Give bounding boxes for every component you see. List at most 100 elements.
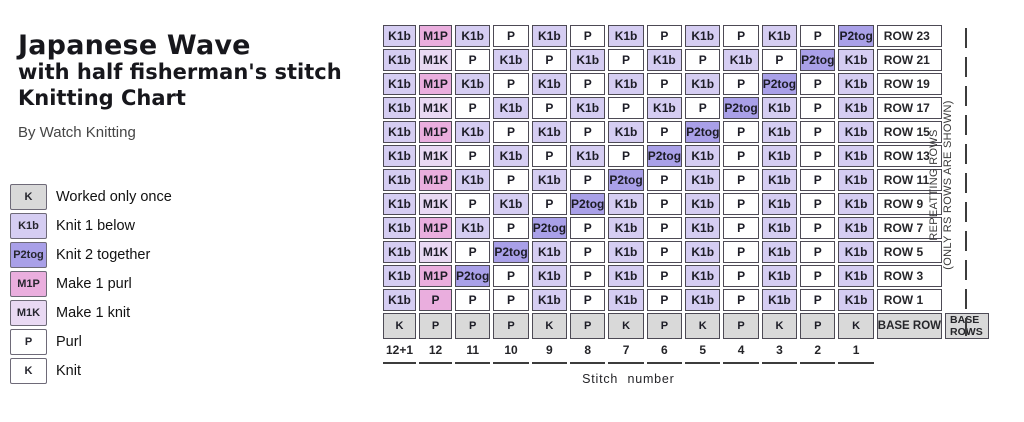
stitch-cell: P (800, 217, 836, 239)
row-label: ROW 7 (876, 217, 943, 239)
row-label: ROW 13 (876, 145, 943, 167)
stitch-cell: P (800, 265, 836, 287)
repeating-rows-note-line1: REPEATTING ROWS (928, 129, 940, 241)
stitch-cell: K1b (608, 241, 644, 263)
stitch-cell: P (570, 121, 606, 143)
stitch-cell: M1P (419, 121, 452, 143)
stitch-cell: K1b (646, 97, 683, 119)
stitch-cell: K1b (838, 145, 874, 167)
axis-underline-segment (455, 361, 491, 365)
base-stitch-cell: P (455, 313, 491, 340)
stitch-cell: P (646, 193, 683, 215)
stitch-cell: K1b (685, 217, 721, 239)
stitch-cell: P (493, 73, 529, 95)
legend-item: K1b Knit 1 below (10, 211, 172, 240)
base-stitch-cell: P (570, 313, 606, 340)
stitch-cell: K1b (608, 193, 644, 215)
stitch-cell: P (723, 121, 759, 143)
stitch-cell: M1K (419, 193, 452, 215)
stitch-axis-underline-row (383, 361, 989, 365)
stitch-cell: P (723, 241, 759, 263)
row-label: ROW 9 (876, 193, 943, 215)
stitch-cell: P (646, 217, 683, 239)
stitch-cell: K1b (838, 49, 874, 71)
stitch-number: 7 (622, 343, 630, 358)
axis-underline-segment (646, 361, 683, 365)
base-stitch-cell: K (838, 313, 874, 340)
stitch-cell: K1b (838, 289, 874, 311)
row-label: ROW 3 (876, 265, 943, 287)
stitch-cell: P2tog (608, 169, 644, 191)
chart-row: K1b M1K P P2tog K1b P K1b P K1b P K1b P K1b ROW 5 (383, 241, 989, 263)
stitch-cell: P (646, 25, 683, 47)
axis-underline-segment (723, 361, 759, 365)
knitting-chart-table: K1b M1P K1b P K1b P K1b P K1b P K1b P P2tog ROW 23 K1b… (380, 23, 992, 388)
legend-swatch: K (10, 183, 47, 210)
stitch-cell: K1b (685, 73, 721, 95)
stitch-number: 8 (584, 343, 592, 358)
title-block: Japanese Wave with half fisherman's stit… (18, 31, 378, 140)
stitch-cell: K1b (761, 289, 798, 311)
stitch-cell: P (570, 289, 606, 311)
stitch-cell: K1b (455, 73, 491, 95)
stitch-cell: K1b (838, 121, 874, 143)
stitch-cell: K1b (838, 217, 874, 239)
stitch-cell: P (723, 289, 759, 311)
stitch-cell: K1b (455, 169, 491, 191)
legend-swatch: K1b (10, 212, 47, 239)
repeat-bracket-dashed-line (965, 28, 967, 336)
stitch-cell: P (455, 193, 491, 215)
stitch-cell: K1b (723, 49, 759, 71)
stitch-cell: P2tog (723, 97, 759, 119)
stitch-cell: K1b (838, 73, 874, 95)
legend-item: P2tog Knit 2 together (10, 240, 172, 269)
stitch-cell: K1b (761, 25, 798, 47)
spacer (945, 361, 989, 364)
stitch-cell: P2tog (531, 217, 568, 239)
stitch-cell: P (685, 97, 721, 119)
stitch-cell: P (646, 241, 683, 263)
stitch-number: 6 (661, 343, 668, 358)
legend-swatch: M1K (10, 299, 47, 326)
stitch-cell: P (493, 121, 529, 143)
stitch-cell: K1b (761, 97, 798, 119)
stitch-cell: K1b (685, 289, 721, 311)
stitch-cell: K1b (383, 265, 416, 287)
row-label: ROW 5 (876, 241, 943, 263)
chart-row: K1b M1P K1b P K1b P K1b P P2tog P K1b P K1b ROW 15 (383, 121, 989, 143)
spacer (877, 361, 942, 364)
stitch-cell: P2tog (800, 49, 836, 71)
stitch-cell: K1b (531, 73, 568, 95)
stitch-cell: K1b (608, 73, 644, 95)
legend-swatch: M1P (10, 270, 47, 297)
stitch-cell: K1b (761, 217, 798, 239)
row-label: ROW 15 (876, 121, 943, 143)
legend-label: Purl (56, 333, 82, 350)
stitch-cell: P2tog (838, 25, 874, 47)
stitch-cell: P (493, 25, 529, 47)
stitch-cell: P (531, 97, 568, 119)
stitch-cell: P (685, 49, 721, 71)
stitch-cell: M1K (419, 145, 452, 167)
row-label: ROW 11 (876, 169, 943, 191)
stitch-number: 12 (428, 343, 443, 358)
legend-item: K Knit (10, 356, 172, 385)
stitch-cell: P (570, 217, 606, 239)
base-stitch-cell: K (685, 313, 721, 340)
chart-row: K1b M1K P K1b P P2tog K1b P K1b P K1b P K1b ROW 9 (383, 193, 989, 215)
legend-swatch: P (10, 328, 47, 355)
stitch-cell: K1b (608, 121, 644, 143)
stitch-cell: K1b (761, 265, 798, 287)
stitch-cell: K1b (493, 49, 529, 71)
chart-row: K1b M1P P2tog P K1b P K1b P K1b P K1b P K1b ROW 3 (383, 265, 989, 287)
stitch-cell: P (800, 241, 836, 263)
stitch-cell: K1b (383, 49, 416, 71)
legend-swatch: P2tog (10, 241, 47, 268)
stitch-cell: K1b (383, 97, 416, 119)
stitch-cell: P (723, 25, 759, 47)
row-label: ROW 21 (876, 49, 943, 71)
stitch-cell: K1b (493, 145, 529, 167)
stitch-cell: K1b (383, 145, 416, 167)
axis-underline-segment (685, 361, 721, 365)
stitch-cell: K1b (761, 193, 798, 215)
